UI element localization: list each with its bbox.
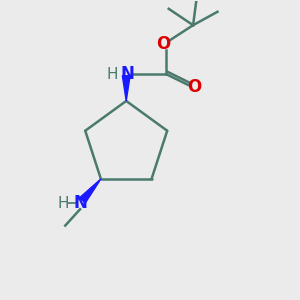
Polygon shape [80, 179, 101, 203]
Polygon shape [122, 76, 130, 101]
Text: N: N [121, 65, 135, 83]
Text: N: N [73, 194, 87, 212]
Text: O: O [156, 35, 170, 53]
Text: O: O [188, 78, 202, 96]
Text: H: H [106, 67, 118, 82]
Text: H: H [58, 196, 70, 211]
